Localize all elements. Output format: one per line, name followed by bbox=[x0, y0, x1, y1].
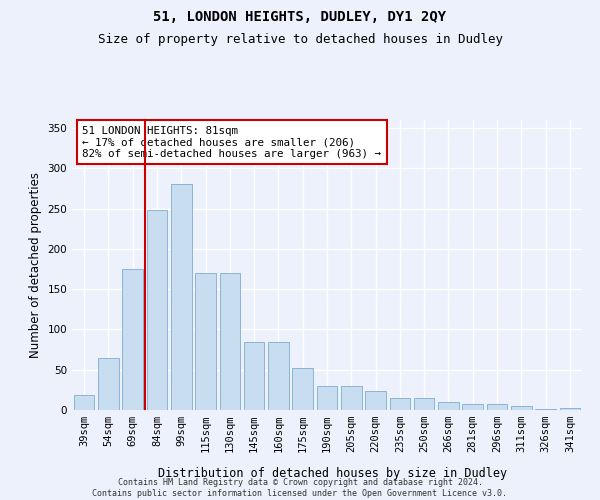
Text: 51, LONDON HEIGHTS, DUDLEY, DY1 2QY: 51, LONDON HEIGHTS, DUDLEY, DY1 2QY bbox=[154, 10, 446, 24]
Bar bbox=[560, 408, 580, 410]
Bar bbox=[365, 390, 386, 410]
Bar bbox=[341, 386, 362, 410]
Bar bbox=[389, 398, 410, 410]
Bar bbox=[292, 368, 313, 410]
Bar bbox=[122, 269, 143, 410]
Bar bbox=[463, 404, 483, 410]
Bar bbox=[220, 273, 240, 410]
Bar bbox=[535, 409, 556, 410]
Bar bbox=[487, 404, 508, 410]
Bar bbox=[98, 358, 119, 410]
Bar bbox=[438, 402, 459, 410]
Text: Distribution of detached houses by size in Dudley: Distribution of detached houses by size … bbox=[158, 467, 508, 480]
Bar bbox=[171, 184, 191, 410]
Bar bbox=[268, 342, 289, 410]
Text: Contains HM Land Registry data © Crown copyright and database right 2024.
Contai: Contains HM Land Registry data © Crown c… bbox=[92, 478, 508, 498]
Bar bbox=[146, 210, 167, 410]
Bar bbox=[195, 273, 216, 410]
Bar bbox=[414, 398, 434, 410]
Bar bbox=[244, 342, 265, 410]
Bar bbox=[511, 406, 532, 410]
Bar bbox=[74, 394, 94, 410]
Text: 51 LONDON HEIGHTS: 81sqm
← 17% of detached houses are smaller (206)
82% of semi-: 51 LONDON HEIGHTS: 81sqm ← 17% of detach… bbox=[82, 126, 381, 159]
Bar bbox=[317, 386, 337, 410]
Text: Size of property relative to detached houses in Dudley: Size of property relative to detached ho… bbox=[97, 32, 503, 46]
Y-axis label: Number of detached properties: Number of detached properties bbox=[29, 172, 42, 358]
